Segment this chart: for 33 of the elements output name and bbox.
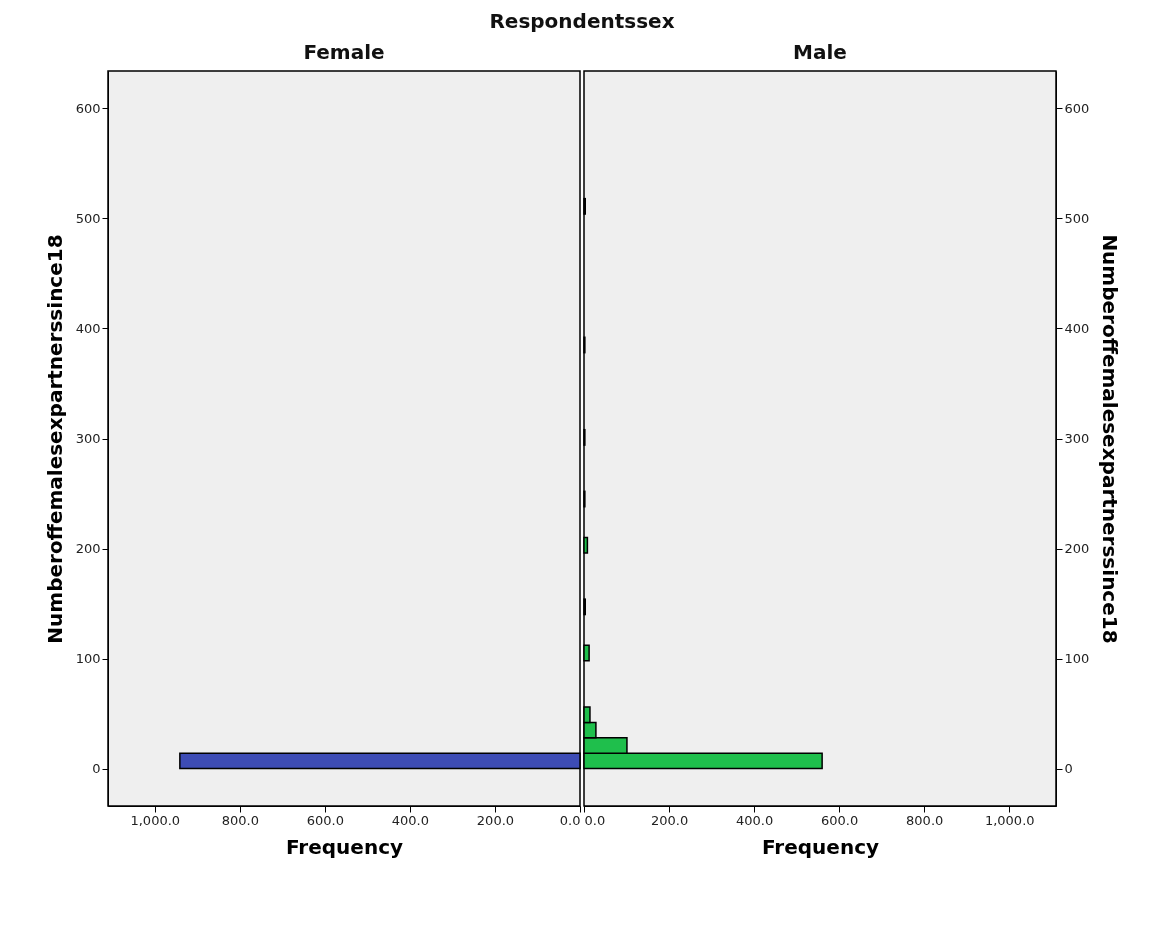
chart-subtitle: Male — [793, 40, 847, 64]
y-tick-label: 300 — [75, 431, 101, 446]
y-tick-label: 300 — [1064, 431, 1090, 446]
y-axis-title: Numberoffemalesexpartnerssince18 — [42, 234, 67, 644]
x-tick-label: 1,000.0 — [130, 812, 181, 828]
x-tick-label: 0.0 — [584, 812, 606, 828]
x-tick-label: 800.0 — [906, 812, 944, 828]
x-tick-label: 200.0 — [650, 812, 689, 828]
chart-title: Respondentssex — [489, 9, 675, 34]
x-tick-label: 200.0 — [476, 812, 515, 828]
x-tick-label: 600.0 — [306, 812, 344, 828]
x-tick-label: 0.0 — [559, 812, 581, 828]
x-tick-label: 1,000.0 — [984, 812, 1035, 828]
chart-subtitle: Female — [303, 40, 385, 64]
y-tick-label: 0 — [92, 761, 101, 777]
x-axis-title: Frequency — [761, 834, 880, 859]
y-tick-label: 200 — [1064, 541, 1090, 557]
y-tick-label: 600 — [75, 100, 101, 116]
y-tick-label: 0 — [1064, 761, 1073, 777]
y-axis-title: Numberoffemalesexpartnerssince18 — [1098, 234, 1123, 644]
x-axis-title: Frequency — [285, 834, 404, 859]
y-tick-label: 100 — [75, 651, 101, 667]
y-tick-label: 500 — [1064, 210, 1090, 226]
y-tick-label: 500 — [75, 210, 101, 226]
x-tick-label: 400.0 — [735, 812, 774, 828]
y-tick-label: 200 — [75, 541, 101, 557]
y-tick-label: 400 — [75, 320, 101, 336]
y-tick-label: 400 — [1064, 320, 1090, 336]
y-tick-label: 100 — [1064, 651, 1090, 667]
x-tick-label: 600.0 — [821, 812, 859, 828]
y-tick-label: 600 — [1064, 100, 1090, 116]
x-tick-label: 400.0 — [391, 812, 430, 828]
x-tick-label: 800.0 — [221, 812, 259, 828]
